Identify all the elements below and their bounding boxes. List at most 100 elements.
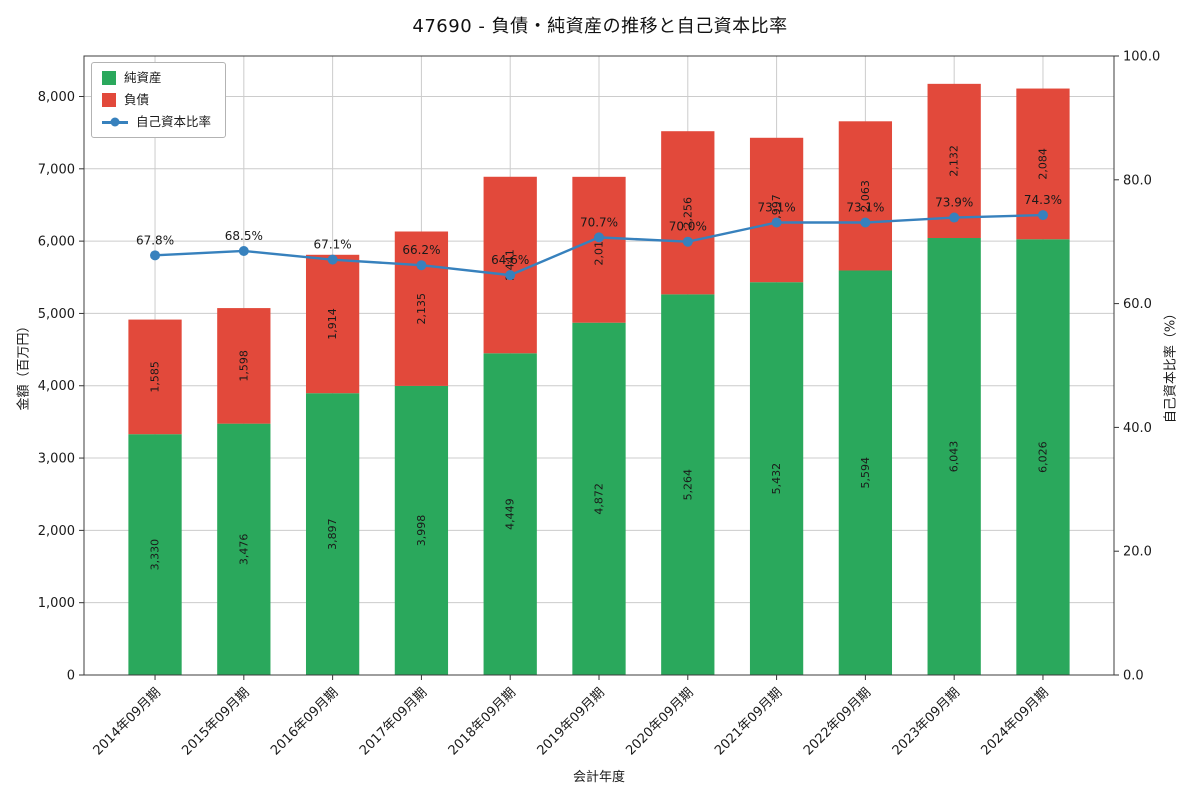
equity-ratio-label: 67.8%: [136, 233, 174, 247]
bar-label-liabilities: 2,132: [948, 145, 961, 177]
x-tick-label: 2022年09月期: [801, 685, 874, 758]
equity-ratio-marker: [1037, 210, 1048, 221]
equity-ratio-label: 70.7%: [580, 215, 618, 229]
legend-item-liabilities: 負債: [102, 93, 211, 107]
x-tick-label: 2019年09月期: [535, 685, 608, 758]
x-tick-label: 2018年09月期: [446, 685, 519, 758]
equity-ratio-label: 73.1%: [846, 201, 884, 215]
bar-label-liabilities: 2,063: [859, 180, 872, 212]
bar-segment-net-assets: [305, 393, 360, 675]
legend-item-net-assets: 純資産: [102, 71, 211, 85]
x-tick-label: 2014年09月期: [91, 685, 164, 758]
equity-ratio-marker: [505, 270, 516, 281]
legend-label-equity-ratio: 自己資本比率: [136, 114, 212, 129]
bar-segment-liabilities: [217, 308, 271, 424]
bar-segment-liabilities: [128, 319, 182, 435]
bar-segment-net-assets: [749, 282, 804, 675]
right-tick-label: 0.0: [1123, 669, 1144, 684]
x-tick-label: 2015年09月期: [179, 685, 252, 758]
bar-label-liabilities: 2,135: [415, 293, 428, 325]
left-tick-label: 5,000: [38, 307, 75, 322]
bar-label-liabilities: 2,084: [1036, 148, 1049, 180]
x-axis-label: 会計年度: [572, 770, 625, 785]
bar-label-liabilities: 1,585: [149, 361, 162, 393]
bar-label-liabilities: 1,914: [326, 308, 339, 340]
x-tick-label: 2017年09月期: [357, 685, 430, 758]
bar-label-net-assets: 3,330: [149, 539, 162, 571]
equity-ratio-marker: [416, 260, 427, 271]
equity-ratio-marker: [327, 254, 338, 265]
equity-ratio-label: 73.9%: [935, 196, 973, 210]
equity-ratio-marker: [682, 236, 693, 247]
bar-label-net-assets: 5,432: [770, 463, 783, 495]
left-tick-label: 8,000: [38, 90, 75, 105]
left-tick-label: 6,000: [38, 235, 75, 250]
left-tick-label: 7,000: [38, 162, 75, 177]
left-tick-label: 1,000: [38, 596, 75, 611]
equity-ratio-label: 73.1%: [758, 201, 796, 215]
bar-label-liabilities: 2,256: [681, 197, 694, 229]
x-tick-label: 2020年09月期: [623, 685, 696, 758]
bar-label-net-assets: 6,043: [948, 441, 961, 473]
equity-ratio-marker: [860, 217, 871, 228]
bar-segment-liabilities: [661, 131, 715, 295]
bar-segment-net-assets: [661, 294, 715, 675]
net-assets-swatch-icon: [102, 71, 116, 85]
bar-segment-net-assets: [128, 434, 182, 675]
legend: 純資産 負債 自己資本比率: [91, 62, 227, 138]
legend-item-equity-ratio: 自己資本比率: [102, 115, 211, 129]
x-tick-label: 2016年09月期: [268, 685, 341, 758]
equity-ratio-marker: [594, 232, 604, 243]
equity-ratio-label: 67.1%: [314, 238, 352, 252]
bar-segment-net-assets: [394, 385, 449, 675]
bar-label-net-assets: 3,897: [326, 518, 339, 550]
equity-ratio-label: 68.5%: [225, 229, 263, 243]
bar-label-net-assets: 3,476: [237, 534, 250, 566]
x-tick-label: 2023年09月期: [890, 685, 963, 758]
equity-ratio-label: 66.2%: [402, 243, 440, 257]
bar-segment-liabilities: [838, 121, 893, 271]
y-axis-label-left: 金額（百万円）: [16, 319, 32, 411]
right-tick-label: 40.0: [1123, 421, 1152, 436]
bar-segment-liabilities: [927, 83, 981, 239]
equity-ratio-marker: [949, 212, 960, 223]
bar-segment-liabilities: [394, 231, 449, 386]
plot-border: [83, 55, 1115, 676]
bar-segment-liabilities: [572, 176, 626, 323]
liabilities-swatch-icon: [102, 93, 116, 107]
legend-label-net-assets: 純資産: [124, 70, 162, 85]
bar-label-net-assets: 3,998: [415, 515, 428, 547]
equity-ratio-label: 74.3%: [1024, 193, 1062, 207]
bar-segment-net-assets: [838, 270, 893, 675]
left-tick-label: 2,000: [38, 524, 75, 539]
equity-ratio-label: 70.0%: [669, 220, 707, 234]
x-tick-label: 2021年09月期: [712, 685, 785, 758]
bar-segment-net-assets: [927, 238, 981, 676]
legend-label-liabilities: 負債: [124, 92, 150, 107]
bar-segment-net-assets: [217, 423, 271, 675]
equity-ratio-marker: [771, 217, 782, 228]
equity-ratio-marker-icon: [110, 117, 120, 127]
bar-label-net-assets: 5,594: [859, 457, 872, 489]
left-tick-label: 0: [67, 669, 75, 684]
left-tick-label: 4,000: [38, 379, 75, 394]
right-tick-label: 20.0: [1123, 545, 1152, 560]
y-axis-label-right: 自己資本比率（%）: [1163, 306, 1179, 424]
equity-ratio-marker: [238, 245, 249, 256]
bar-label-net-assets: 4,449: [504, 498, 517, 530]
bar-label-liabilities: 1,997: [770, 194, 783, 226]
chart-title: 47690 - 負債・純資産の推移と自己資本比率: [412, 16, 788, 37]
x-tick-label: 2024年09月期: [979, 685, 1052, 758]
bar-label-liabilities: 2,017: [593, 234, 606, 266]
bar-segment-liabilities: [305, 254, 360, 394]
right-tick-label: 100.0: [1123, 50, 1160, 65]
equity-ratio-marker: [150, 250, 161, 261]
equity-ratio-line-swatch-icon: [102, 117, 128, 127]
left-tick-label: 3,000: [38, 452, 75, 467]
bar-segment-net-assets: [1016, 239, 1070, 676]
bar-label-net-assets: 5,264: [681, 469, 694, 501]
right-tick-label: 80.0: [1123, 173, 1152, 188]
bar-label-net-assets: 4,872: [593, 483, 606, 515]
